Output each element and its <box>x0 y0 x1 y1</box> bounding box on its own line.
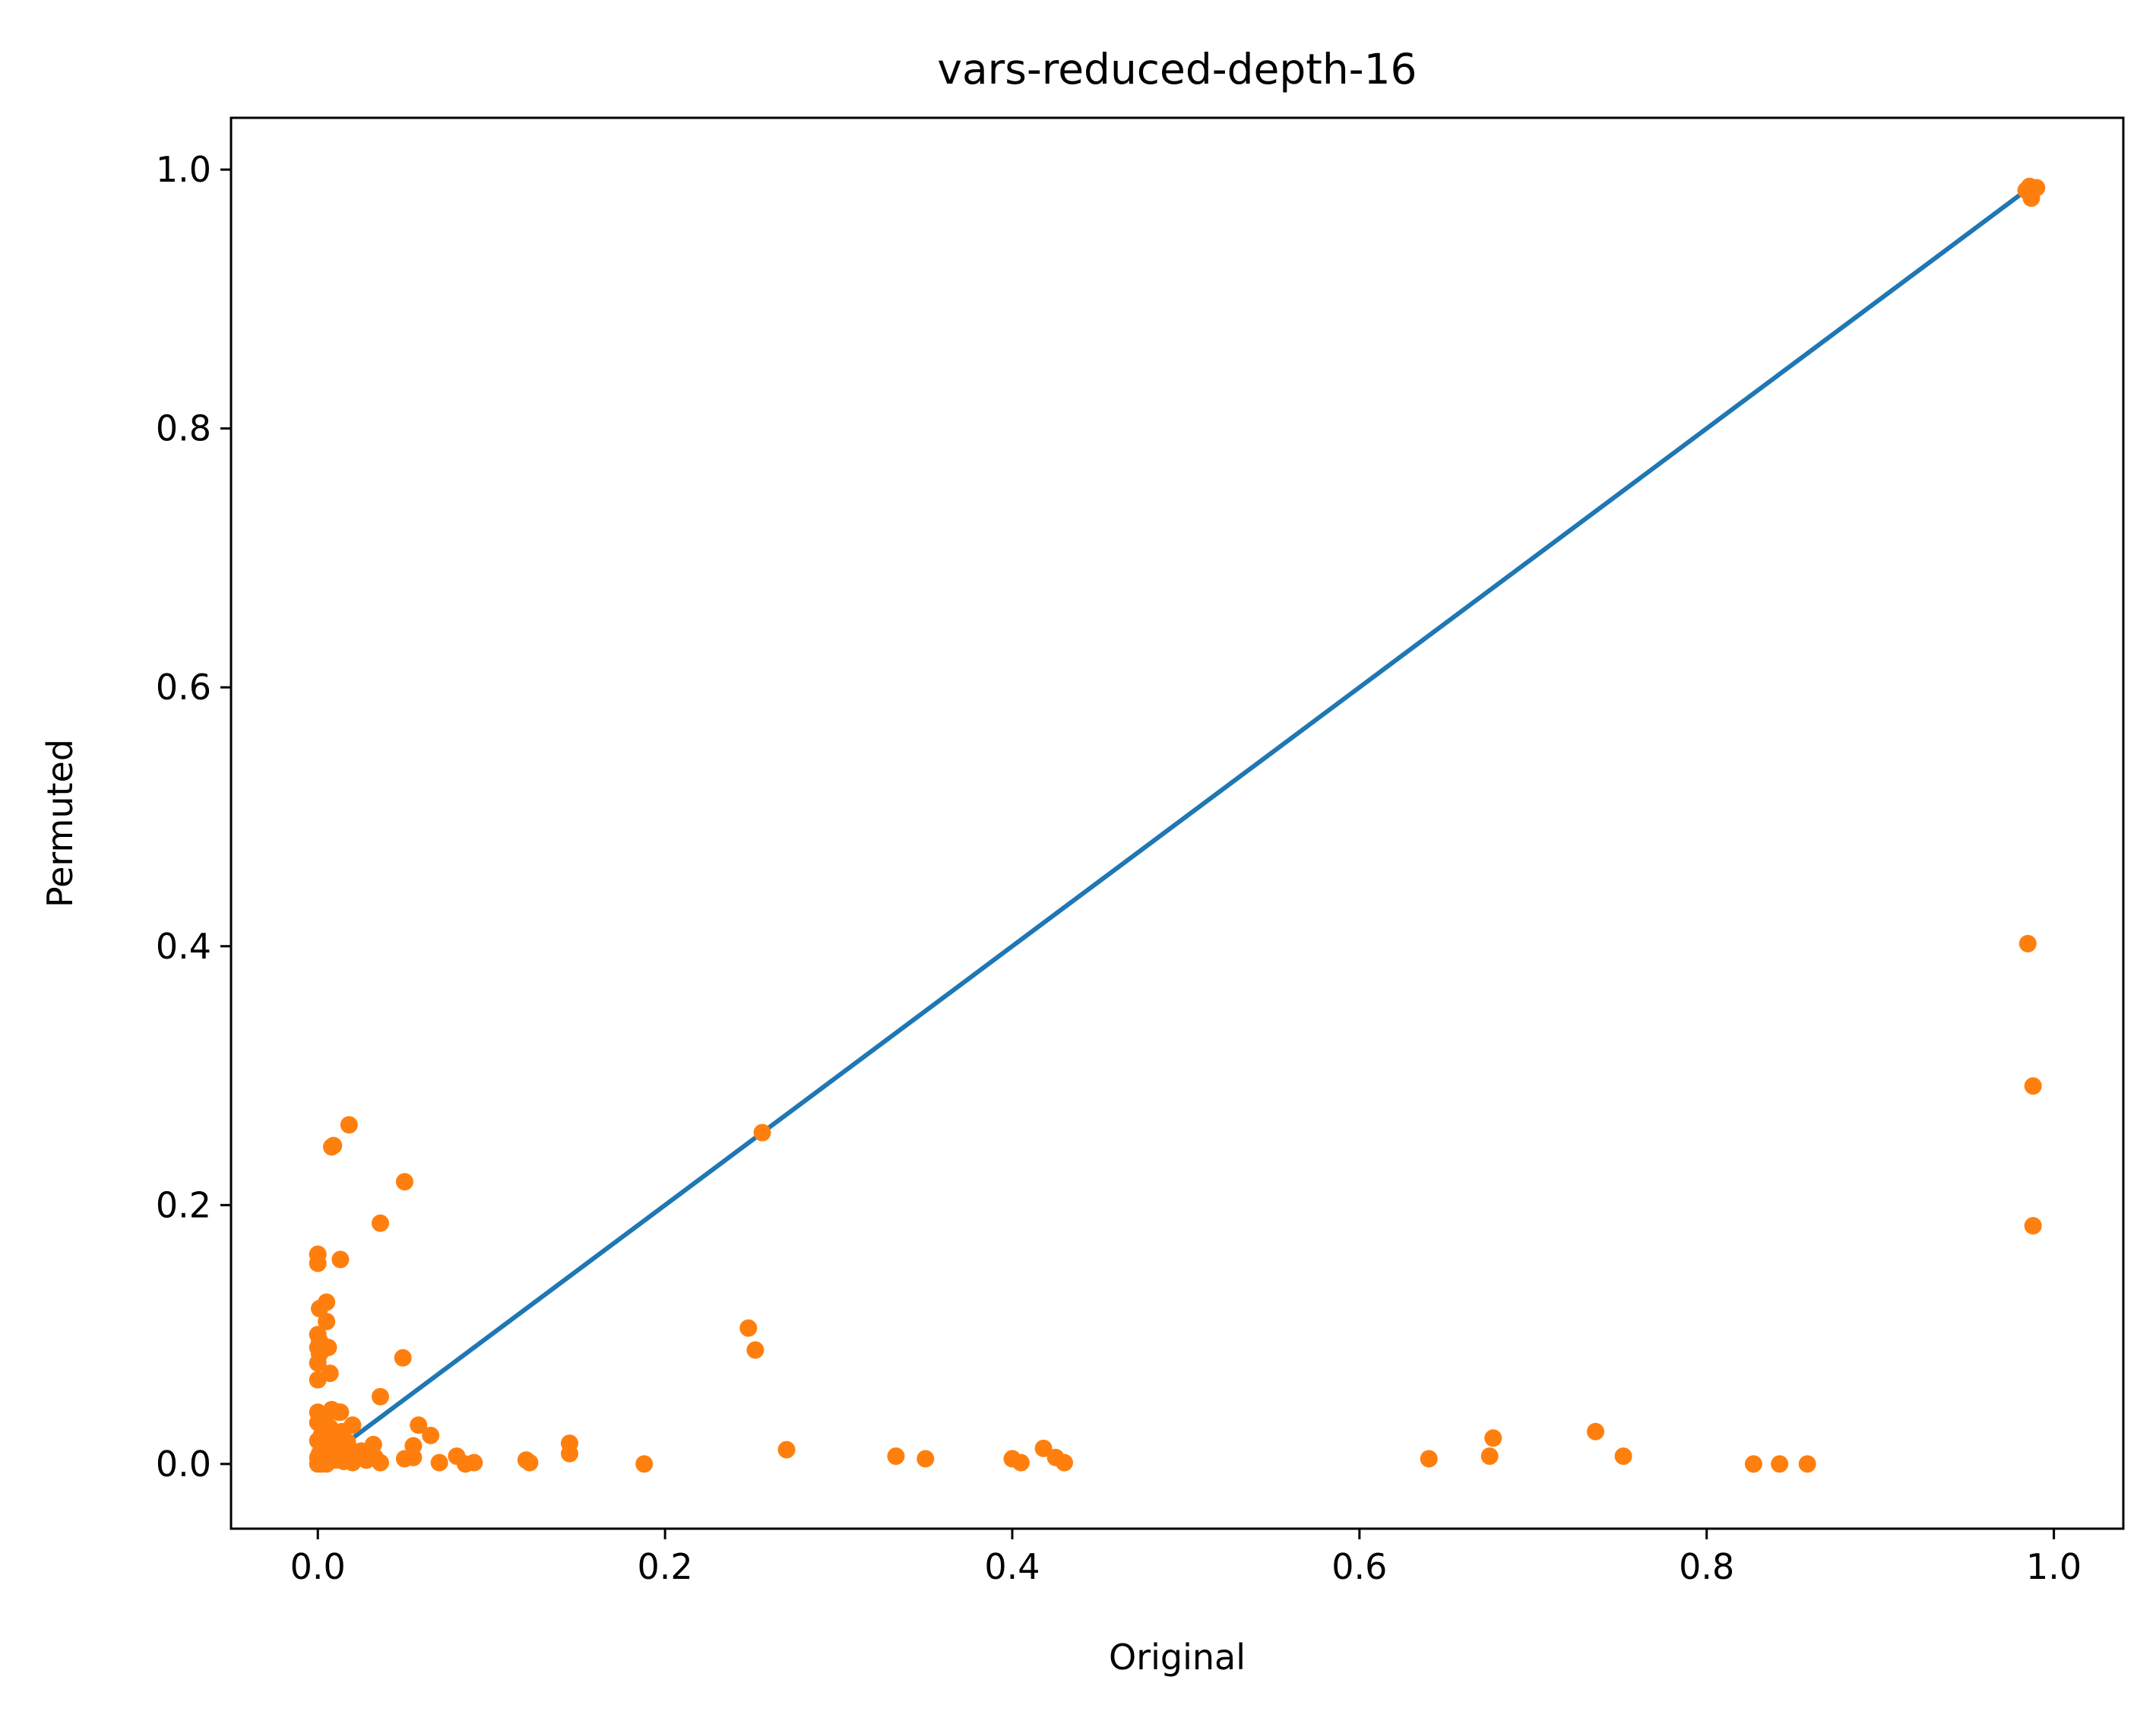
chart-title: vars-reduced-depth-16 <box>937 45 1417 93</box>
scatter-point <box>1056 1453 1074 1472</box>
x-tick-label: 0.2 <box>638 1546 693 1587</box>
scatter-point <box>395 1450 413 1468</box>
scatter-point <box>1744 1455 1762 1473</box>
scatter-point <box>2028 179 2046 197</box>
scatter-point <box>394 1349 412 1367</box>
plot-frame <box>230 116 2125 1530</box>
scatter-point <box>917 1450 935 1468</box>
scatter-point <box>344 1416 362 1434</box>
scatter-point <box>357 1451 375 1469</box>
x-tick-label: 0.8 <box>1679 1546 1734 1587</box>
y-axis-label: Permuted <box>40 739 81 908</box>
scatter-point <box>404 1437 423 1455</box>
x-tick-label: 0.4 <box>984 1546 1040 1587</box>
scatter-point <box>465 1453 483 1472</box>
scatter-point <box>635 1455 654 1473</box>
scatter-point <box>325 1136 343 1155</box>
y-tick-label: 0.0 <box>156 1444 211 1485</box>
scatter-point <box>560 1444 578 1463</box>
reference-line-series <box>351 187 2030 1441</box>
x-axis-label: Original <box>1109 1637 1246 1678</box>
scatter-point <box>430 1453 448 1472</box>
scatter-point <box>395 1173 413 1191</box>
scatter-point <box>371 1214 389 1232</box>
y-tick-label: 0.8 <box>156 408 211 449</box>
scatter-point <box>887 1447 905 1466</box>
scatter-point <box>331 1250 350 1269</box>
scatter-point <box>2018 934 2037 952</box>
scatter-point <box>1484 1429 1502 1447</box>
scatter-point <box>309 1245 327 1263</box>
scatter-point <box>1798 1455 1816 1473</box>
scatter-point <box>422 1426 440 1444</box>
scatter-point <box>311 1332 329 1350</box>
y-tick-label: 0.6 <box>156 667 211 708</box>
scatter-point <box>1614 1447 1632 1466</box>
reference-line <box>351 187 2030 1441</box>
scatter-point <box>371 1387 389 1406</box>
scatter-point <box>777 1441 796 1459</box>
x-tick-label: 0.0 <box>290 1546 346 1587</box>
scatter-point <box>1480 1447 1499 1466</box>
scatter-point <box>1771 1455 1789 1473</box>
scatter-point <box>2024 1217 2042 1235</box>
y-tick-label: 1.0 <box>156 149 211 190</box>
scatter-point <box>1587 1422 1605 1441</box>
scatter-point <box>321 1364 339 1383</box>
x-tick-label: 0.6 <box>1331 1546 1387 1587</box>
y-tick-label: 0.2 <box>156 1184 211 1225</box>
scatter-points-series <box>309 177 2046 1473</box>
scatter-point <box>1012 1453 1030 1472</box>
x-tick-label: 1.0 <box>2026 1546 2082 1587</box>
scatter-point <box>2024 1077 2042 1095</box>
y-axis-ticks: 0.0 0.2 0.4 0.6 0.8 1.0 <box>156 149 231 1485</box>
scatter-point <box>521 1453 539 1472</box>
scatter-point <box>318 1313 336 1331</box>
scatter-point <box>331 1403 350 1421</box>
x-axis-ticks: 0.0 0.2 0.4 0.6 0.8 1.0 <box>290 1529 2082 1587</box>
y-tick-label: 0.4 <box>156 926 211 967</box>
scatter-point <box>1034 1439 1053 1457</box>
scatter-point <box>753 1124 771 1142</box>
scatter-point <box>340 1116 358 1134</box>
scatter-point <box>410 1416 428 1434</box>
scatter-point <box>364 1435 382 1453</box>
scatter-point <box>746 1341 765 1359</box>
scatter-point <box>1420 1450 1438 1468</box>
scatter-point <box>318 1293 336 1311</box>
scatter-point <box>739 1319 758 1337</box>
scatter-point <box>371 1453 389 1472</box>
